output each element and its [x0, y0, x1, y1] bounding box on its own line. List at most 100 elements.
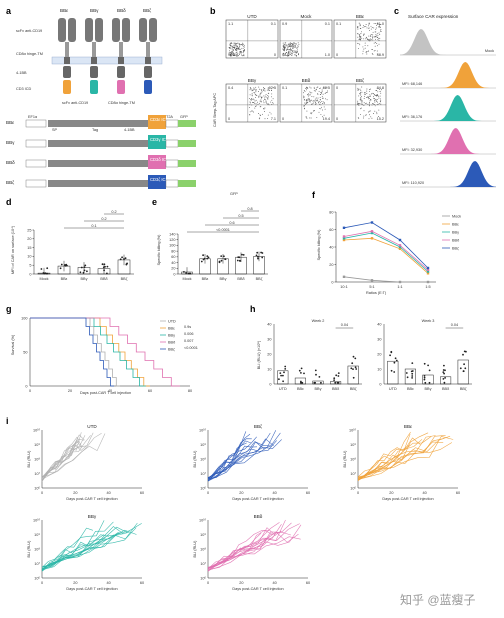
flow-event [358, 117, 360, 119]
flow-event [315, 100, 317, 102]
histogram-1: Mock [400, 29, 496, 56]
bli-week-title: Week 2 [312, 319, 325, 323]
flow-event [374, 98, 376, 100]
flow-event [249, 97, 251, 99]
flow-event [363, 33, 365, 35]
flow-event [365, 52, 367, 53]
flow-event [229, 54, 231, 55]
flow-event [377, 35, 379, 37]
flow-event [311, 112, 313, 114]
flow-event [263, 87, 264, 89]
flow-event [311, 103, 313, 105]
flow-event [360, 94, 362, 96]
flow-event [283, 44, 285, 46]
flow-event [287, 54, 289, 56]
flow-event [261, 90, 263, 92]
flow-event [288, 44, 290, 46]
flow-event [268, 96, 270, 98]
y-tick-label: 0 [269, 382, 271, 386]
flow-event [239, 46, 241, 47]
flow-event [231, 49, 233, 51]
flow-event [265, 94, 267, 96]
flow-event [251, 94, 253, 96]
panel-g: g Survival (%) Days post-CAR T cell inje… [6, 304, 198, 395]
data-point [282, 374, 284, 377]
flow-event [290, 43, 292, 45]
x-tick-label: 40 [273, 491, 277, 495]
flow-event [362, 25, 364, 27]
flow-event [367, 50, 369, 52]
y-tick-label: 10⁶ [200, 576, 206, 580]
mouse-trace [207, 523, 300, 571]
flow-event [320, 102, 322, 104]
series-point [342, 235, 346, 238]
series-point [398, 238, 402, 242]
flow-event [308, 100, 310, 102]
mouse-trace [207, 445, 258, 482]
flow-event [380, 30, 381, 32]
flow-event [251, 92, 253, 94]
p-value: 0.6 [229, 221, 234, 225]
data-point [411, 377, 413, 379]
flow-event [360, 36, 362, 37]
flow-event [313, 90, 315, 92]
x-tick-label: 60 [306, 491, 310, 495]
mouse-trace [207, 529, 273, 572]
flow-event [370, 116, 372, 118]
histogram-3: MFI: 36,176 [400, 95, 496, 122]
data-point [241, 253, 243, 256]
flow-event [290, 46, 292, 48]
x-tick-label: 60 [456, 491, 460, 495]
flow-event [374, 110, 376, 112]
flow-event [232, 52, 234, 54]
data-point [352, 355, 355, 358]
flow-event [375, 42, 376, 44]
flow-event [311, 99, 313, 101]
flow-quad-ur: 92.5 [269, 86, 276, 90]
y-tick-label: 80 [171, 249, 175, 253]
bar [404, 368, 416, 385]
data-point [393, 371, 396, 373]
flow-event [234, 47, 235, 49]
flow-event [380, 92, 382, 94]
flow-event [240, 52, 242, 54]
flow-event [370, 25, 372, 27]
flow-event [374, 31, 376, 33]
flow-event [366, 27, 368, 29]
flow-event [305, 100, 307, 102]
flow-event [267, 104, 269, 105]
flow-event [306, 117, 308, 119]
data-point [282, 380, 284, 383]
bar [422, 374, 434, 385]
kinetics-ylabel: BLI (RLU) [27, 540, 31, 558]
data-point [106, 265, 109, 268]
flow-event [232, 47, 234, 48]
flow-event [312, 100, 314, 102]
flow-event [360, 101, 362, 103]
flow-event [359, 99, 361, 101]
y-tick-label: 30 [377, 337, 381, 341]
panel-a: a BBε BBγ BBδ BBζ [6, 6, 196, 189]
category-label: BBγ [425, 387, 432, 391]
y-tick-label: 10⁶ [350, 486, 356, 490]
legend-label: BBδ [452, 238, 459, 242]
flow-event [379, 24, 380, 26]
series-point [342, 238, 346, 242]
flow-event [379, 34, 381, 35]
flow-event [323, 103, 325, 105]
x-tick-label: 20 [389, 491, 393, 495]
flow-event [262, 89, 264, 91]
hdr-ef1a: EF1α [28, 115, 38, 119]
y-tick-label: 20 [27, 237, 31, 241]
series-point [426, 272, 430, 275]
flow-event [251, 110, 253, 112]
flow-event [326, 99, 328, 101]
flow-event [321, 91, 323, 93]
flow-event [314, 102, 316, 103]
flow-event [372, 34, 374, 36]
flow-event [370, 28, 372, 30]
flow-event [251, 98, 252, 100]
data-point [334, 381, 337, 384]
flow-event [357, 27, 359, 29]
